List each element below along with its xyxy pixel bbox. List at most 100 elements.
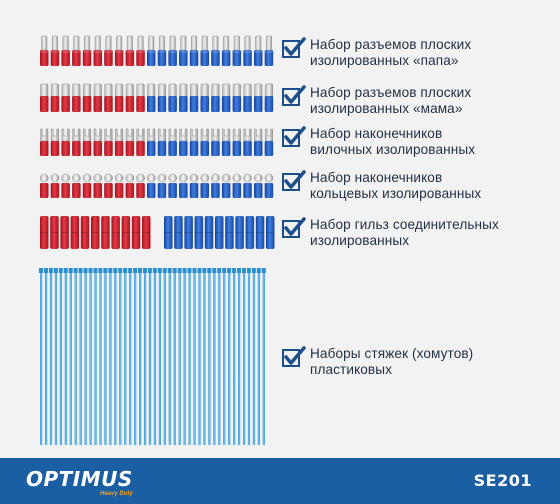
cable-tie: [251, 268, 256, 445]
connector: [221, 83, 231, 112]
connector: [221, 35, 231, 66]
cable-tie: [237, 268, 241, 445]
checkmark-box-icon: [282, 37, 306, 58]
footer-bar: OPTIMUS Heavy Duty SE201: [0, 458, 560, 504]
cable-tie: [113, 268, 118, 445]
connector: [232, 128, 242, 156]
connector: [168, 128, 177, 156]
connector: [72, 128, 81, 156]
connector: [211, 173, 220, 198]
product-image: Набор разъемов плоских изолированных «па…: [39, 35, 499, 445]
connector: [189, 35, 199, 66]
connector: [114, 128, 124, 156]
connector: [60, 216, 69, 249]
feature-fork-terminals: Набор наконечников вилочных изолированны…: [282, 126, 475, 157]
connector: [40, 216, 49, 249]
connector: [61, 83, 70, 112]
connector: [80, 216, 90, 249]
feature-ring-terminals: Набор наконечников кольцевых изолированн…: [282, 170, 481, 201]
cable-tie: [103, 268, 108, 445]
connector: [70, 216, 80, 249]
connector: [82, 83, 92, 112]
connector: [50, 35, 60, 66]
connector: [204, 216, 214, 249]
connector: [136, 128, 145, 156]
cable-tie: [222, 268, 227, 445]
connector: [101, 216, 110, 249]
cable-tie: [197, 268, 202, 445]
connector: [174, 216, 183, 249]
cable-tie: [187, 268, 192, 445]
connector: [147, 128, 156, 156]
connector: [50, 83, 60, 112]
connector: [264, 35, 274, 66]
connector: [104, 128, 113, 156]
connector: [254, 173, 263, 198]
connector: [131, 216, 141, 249]
checkmark-box-icon: [282, 346, 306, 367]
cable-tie: [73, 268, 78, 445]
cable-tie: [128, 268, 133, 445]
connector: [91, 216, 100, 249]
connector: [50, 128, 60, 156]
cable-tie: [261, 268, 266, 445]
connector: [254, 128, 263, 156]
cable-tie: [217, 268, 222, 445]
connector: [168, 35, 177, 66]
brand-tagline: Heavy Duty: [100, 491, 133, 497]
connector: [125, 83, 135, 112]
cable-tie: [167, 268, 172, 445]
connector: [235, 216, 244, 249]
connector: [61, 35, 70, 66]
connector: [136, 35, 145, 66]
connector: [225, 216, 234, 249]
feature-line2: изолированных: [310, 232, 410, 248]
connector: [232, 83, 242, 112]
cable-tie: [58, 268, 63, 445]
cable-tie: [232, 268, 237, 445]
cable-tie: [162, 268, 167, 445]
cable-tie: [68, 268, 73, 445]
connector: [82, 173, 92, 198]
connector: [40, 35, 49, 66]
cable-tie: [98, 268, 103, 445]
connector: [179, 83, 188, 112]
cable-tie: [152, 268, 157, 445]
feature-female-spades: Набор разъемов плоских изолированных «ма…: [282, 85, 471, 116]
cable-tie: [88, 268, 93, 445]
connector: [255, 216, 265, 249]
connector: [40, 173, 49, 198]
connector: [157, 83, 167, 112]
cable-tie: [133, 268, 138, 445]
connector: [211, 83, 220, 112]
connector: [114, 83, 124, 112]
cable-tie: [182, 268, 187, 445]
connector: [104, 83, 113, 112]
connector: [194, 216, 204, 249]
feature-line1: Набор гильз соединительных: [310, 217, 499, 232]
cable-tie: [256, 268, 261, 445]
connector: [179, 173, 188, 198]
connector: [61, 173, 70, 198]
cable-tie: [142, 268, 147, 445]
checkmark-box-icon: [282, 170, 306, 191]
connector: [125, 173, 135, 198]
feature-line2: вилочных изолированных: [310, 141, 476, 157]
cable-tie: [63, 268, 68, 445]
cable-tie: [192, 268, 197, 445]
feature-male-blades: Набор разъемов плоских изолированных «па…: [282, 37, 471, 68]
connector: [61, 128, 70, 156]
connector: [221, 173, 231, 198]
feature-line1: Набор наконечников: [310, 170, 443, 185]
fork-terminals-row: [40, 128, 274, 156]
brand-logo: OPTIMUS: [26, 467, 133, 491]
cable-tie: [53, 268, 58, 445]
male-blade-connectors-row: [40, 35, 274, 66]
connector: [121, 216, 131, 249]
feature-cable-ties: Наборы стяжек (хомутов) пластиковых: [282, 346, 473, 377]
connector: [157, 128, 167, 156]
feature-line1: Набор наконечников: [310, 126, 443, 141]
ring-terminals-row: [40, 173, 274, 198]
connector: [50, 173, 60, 198]
connector: [184, 216, 193, 249]
